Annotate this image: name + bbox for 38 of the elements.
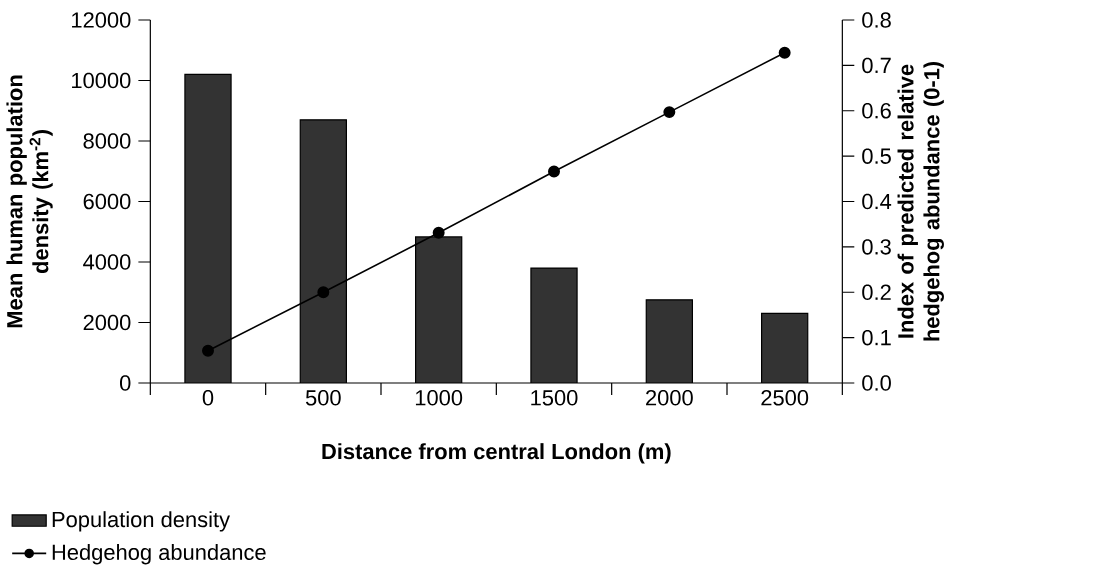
x-tick-label: 2000 [646,390,693,406]
bar [300,119,347,383]
y2-tick-label: 0.5 [862,148,891,164]
y-tick-label: 12000 [72,12,131,28]
y2-tick-label: 0.1 [862,329,891,346]
point [202,344,214,357]
y2-tick-label: 0.4 [862,193,892,210]
point [432,226,445,239]
point [548,165,560,178]
y2-tick-label: 0.3 [862,239,891,255]
y2-tick-label: 0.6 [862,103,891,119]
legend-label: Hedgehog abundance [52,543,266,565]
y2-tick-label: 0.0 [862,375,891,391]
y2-tick-label: 0.8 [862,12,891,28]
y-tick-label: 8000 [83,133,131,149]
x-tick-label: 500 [305,390,341,406]
legend-label: Population density [52,511,230,532]
y2-axis-title: Index of predicted relative hedgehog abundance (0-1) [897,61,944,341]
y2-tick-label: 0.2 [862,284,891,301]
x-tick-label: 0 [202,390,214,406]
bar [530,268,578,383]
bar [184,74,232,383]
point [317,286,330,299]
y-tick-label: 4000 [83,254,131,270]
x-tick-label: 1000 [415,390,463,406]
y2-tick-label: 0.7 [862,57,891,74]
point [663,106,676,119]
x-axis-title: Distance from central London (m) [322,443,671,464]
x-tick-label: 1500 [531,390,578,406]
point [778,46,791,59]
y-tick-label: 6000 [83,193,131,210]
bar [761,312,809,383]
y-tick-label: 10000 [72,72,131,89]
y-tick-label: 0 [119,375,131,391]
x-tick-label: 2500 [761,390,809,406]
bar [646,299,693,383]
bar [415,236,462,383]
y-tick-label: 2000 [83,314,131,331]
